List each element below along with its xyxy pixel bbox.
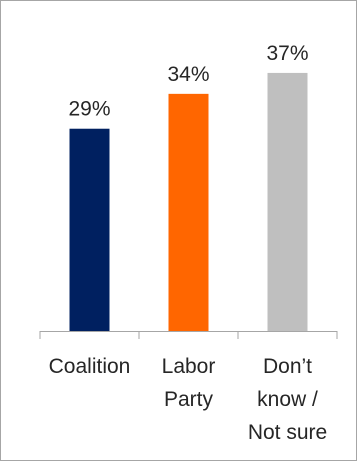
category-label-line: Party (164, 388, 214, 411)
bar-2 (267, 72, 308, 332)
category-label-line: Don’t (263, 355, 312, 378)
category-label-1: Labor Party (162, 355, 216, 411)
bar-1 (168, 93, 209, 331)
category-label-2: Don’t know / Not sure (248, 355, 327, 444)
bar-0 (69, 128, 110, 331)
category-label-line: Labor (162, 355, 216, 378)
value-labels-group: 29% 34% 37% (68, 42, 308, 121)
category-label-line: Coalition (49, 355, 131, 378)
category-label-line: know / (257, 388, 318, 411)
x-axis (39, 331, 338, 339)
value-label-2: 37% (266, 42, 308, 65)
value-label-1: 34% (167, 63, 209, 86)
value-label-0: 29% (68, 98, 110, 121)
category-labels-group: Coalition Labor Party Don’t know / Not sure (49, 355, 328, 444)
category-label-line: Not sure (248, 421, 327, 444)
category-label-0: Coalition (49, 355, 131, 378)
bars-group (69, 72, 308, 332)
